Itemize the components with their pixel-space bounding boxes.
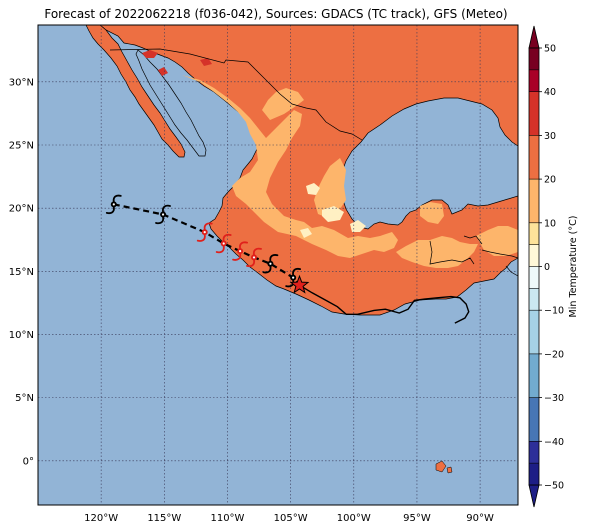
longitude-tick-label: 120°W [84,513,118,524]
longitude-tick-label: 115°W [147,513,181,524]
colorbar-band [529,69,539,92]
hurricane-icon [285,267,302,288]
colorbar-band [529,135,539,180]
land-mainland [38,25,518,316]
colorbar-max-extension [528,25,540,49]
colorbar-band [529,463,539,485]
colorbar-tick-label: 40 [544,87,556,98]
colorbar-band [529,397,539,442]
colorbar-tick-label: −20 [544,349,564,360]
cyclone-track [105,194,470,324]
colorbar-tick-label: 50 [544,44,556,55]
colorbar-band [529,441,539,464]
latitude-tick-label: 10°N [9,330,34,341]
graticule [38,25,518,505]
current-position-star-icon [289,274,310,294]
colorbar-band [529,179,539,223]
longitude-tick-label: 100°W [337,513,371,524]
land-cool-patch [322,206,344,222]
axis-tick-labels: 120°W 115°W 110°W 105°W 100°W 95°W 90°W 30°N 25°… [9,77,494,524]
longitude-tick-label: 110°W [210,513,244,524]
colorbar-tick-label: −10 [544,306,564,317]
colorbar-band [529,310,539,354]
land-hot-patch [200,58,212,66]
land-cool-patch [306,183,320,195]
hurricane-icon [105,194,122,215]
land-hot-patch [142,50,158,58]
map-title: Forecast of 2022062218 (f036-042), Sourc… [44,7,508,21]
colorbar-label: Min Temperature (°C) [568,216,579,318]
latitude-tick-label: 25°N [9,141,34,152]
colorbar-tick-label: −50 [544,481,564,492]
country-borders [109,48,518,277]
hurricane-icon [196,222,213,242]
land-hot-patch [158,67,168,76]
galapagos-islands [435,460,453,474]
gulf-of-california [135,49,207,157]
baja-california [85,25,186,158]
colorbar-tick-label: 0 [544,262,550,273]
colorbar-band [529,244,539,267]
past-track-line [299,284,470,324]
land-mild-zone [420,202,444,224]
latitude-tick-label: 5°N [15,393,34,404]
colorbar-tick-label: −40 [544,437,564,448]
land-mild-zone [262,88,304,120]
longitude-tick-label: 95°W [403,513,431,524]
colorbar-band [529,222,539,245]
colorbar-band [529,48,539,70]
hurricane-icon [232,241,249,261]
land-cool-patch [300,228,312,238]
hurricane-icon [215,233,232,254]
latitude-tick-label: 0° [23,456,34,467]
land-mild-zone [182,75,398,258]
latitude-tick-label: 20°N [9,204,34,215]
colorbar-min-extension [528,484,540,508]
colorbar-band [529,266,539,289]
colorbar-tick-label: 20 [544,175,556,186]
hurricane-icon [155,204,171,225]
latitude-tick-label: 15°N [9,267,34,278]
colorbar-tick-label: 10 [544,218,556,229]
colorbar: 50 40 30 20 10 0 −10 −20 −30 −40 −50 Min Temperatur… [528,25,579,508]
colorbar-band [529,91,539,136]
land-mild-zone [314,158,346,218]
colorbar-band [529,288,539,311]
longitude-tick-label: 90°W [466,513,494,524]
land-mild-zone [396,236,478,268]
latitude-tick-label: 30°N [9,77,34,88]
colorbar-band [529,353,539,398]
colorbar-tick-label: 30 [544,131,556,142]
map-frame [37,24,519,506]
land-mild-zone [476,226,518,256]
hurricane-icon [262,254,279,274]
map-area[interactable] [38,25,518,505]
hurricane-icon [246,247,262,268]
longitude-tick-label: 105°W [274,513,308,524]
colorbar-tick-label: −30 [544,393,564,404]
